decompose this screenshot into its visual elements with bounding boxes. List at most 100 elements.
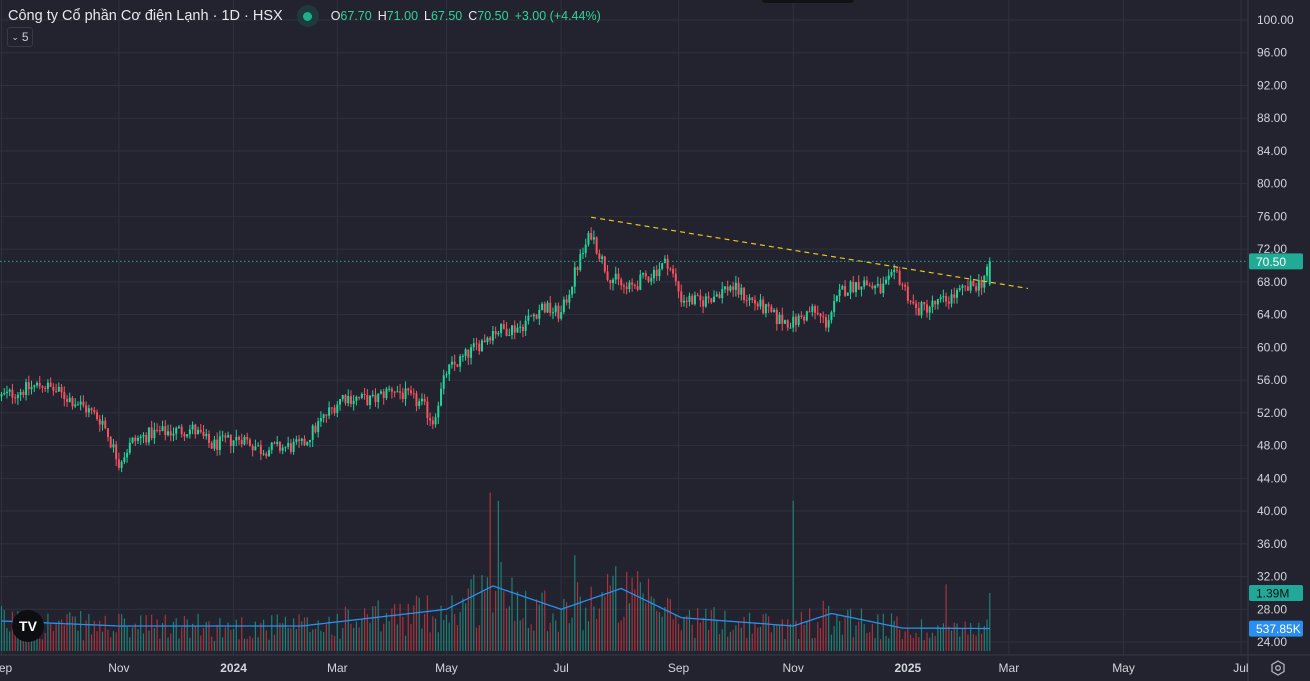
volume-bar [413, 605, 415, 651]
last-price-label: 70.50 [1256, 255, 1286, 269]
volume-bar [956, 623, 958, 651]
candle-body [683, 300, 685, 303]
price-tick-label: 80.00 [1257, 177, 1287, 191]
candle-body [410, 390, 412, 394]
candle-body [278, 441, 281, 451]
candle-body [704, 296, 707, 307]
candle-body [844, 285, 847, 296]
candle-body [560, 312, 563, 319]
volume-bar [909, 634, 912, 651]
time-tick-label: May [435, 661, 458, 675]
candle-body [74, 404, 77, 407]
symbol-title[interactable]: Công ty Cổ phần Cơ điện Lạnh · 1D · HSX [8, 8, 283, 24]
candle-body [770, 306, 773, 313]
volume-bar [372, 606, 374, 651]
volume-bar [503, 591, 505, 651]
volume-bar [366, 614, 368, 651]
candle-body [734, 282, 737, 290]
volume-bar [839, 621, 841, 651]
volume-bar [238, 639, 240, 651]
volume-bar [552, 613, 554, 651]
volume-bar [426, 595, 428, 651]
candle-body [450, 361, 453, 365]
volume-bar [52, 630, 54, 651]
volume-bar [41, 639, 44, 651]
volume-bar [817, 622, 819, 651]
volume-bar [639, 582, 641, 651]
candle-body [931, 300, 934, 308]
volume-bar [707, 629, 710, 651]
volume-bar [986, 619, 988, 651]
candle-body [773, 309, 776, 313]
candle-body [794, 316, 797, 325]
candle-body [276, 441, 279, 444]
volume-bar [454, 613, 456, 651]
candle-body [986, 266, 989, 276]
volume-bar [967, 634, 969, 651]
volume-bar [546, 631, 549, 651]
price-axis[interactable]: 100.00 96.00 92.00 88.00 84.00 80.00 76.00 72.0… [1257, 13, 1294, 649]
candle-body [568, 294, 571, 303]
volume-bar [298, 614, 300, 651]
volume-bar [3, 609, 5, 651]
indicators-toggle[interactable]: ⌄ 5 [7, 27, 33, 47]
candle-body [988, 261, 991, 285]
candle-body [284, 446, 287, 448]
candle-body [104, 420, 107, 429]
volume-bar [284, 616, 287, 651]
candle-body [658, 268, 661, 277]
tradingview-logo[interactable]: TV [12, 610, 44, 642]
volume-bar [735, 625, 737, 651]
volume-bar [131, 627, 134, 651]
axis-labels: 70.50 1.39M 537.85K [1249, 253, 1303, 637]
settings-icon[interactable] [1270, 660, 1286, 676]
candle-body [216, 439, 219, 450]
candle-body [543, 303, 546, 313]
volume-bar [694, 637, 696, 651]
volume-bar [773, 625, 775, 651]
volume-bar [396, 624, 398, 651]
volume-bar [514, 620, 516, 651]
candle-body [581, 253, 584, 255]
candle-body [459, 356, 462, 367]
volume-bar [0, 606, 3, 651]
volume-bar [759, 626, 762, 651]
volume-bar [527, 627, 529, 651]
volume-bar [377, 600, 379, 651]
candle-body [41, 386, 44, 388]
candle-body [235, 436, 238, 441]
candle-body [882, 283, 885, 294]
volume-bar [653, 598, 655, 651]
time-axis[interactable]: Sep Nov 2024 Mar May Jul Sep Nov 2025 Mar May Jul [0, 661, 1249, 675]
volume-bar [227, 622, 229, 651]
candle-body [311, 425, 314, 440]
volume-bar [901, 639, 903, 651]
candle-body [647, 276, 650, 282]
candle-body [412, 393, 415, 395]
candle-body [27, 382, 30, 390]
volume-bar [301, 621, 303, 651]
candle-body [292, 441, 295, 452]
candle-body [876, 283, 879, 286]
candle-body [172, 433, 175, 436]
top-handle[interactable] [762, 0, 854, 3]
candle-body [822, 316, 825, 318]
time-tick-label: Jul [553, 661, 568, 675]
candle-body [590, 233, 593, 240]
candle-body [243, 436, 246, 445]
candle-body [218, 436, 221, 450]
volume-bar [716, 621, 718, 651]
price-tick-label: 88.00 [1257, 111, 1287, 125]
candle-body [347, 395, 350, 404]
candle-body [628, 282, 631, 290]
market-status-icon[interactable] [296, 5, 319, 27]
candle-body [879, 283, 882, 294]
volume-bar [907, 627, 909, 651]
candle-body [85, 405, 88, 413]
trendline[interactable] [591, 216, 1029, 290]
candle-body [11, 389, 14, 398]
candle-body [977, 280, 980, 291]
volume-bar [424, 613, 426, 651]
volume-bar [620, 620, 622, 651]
